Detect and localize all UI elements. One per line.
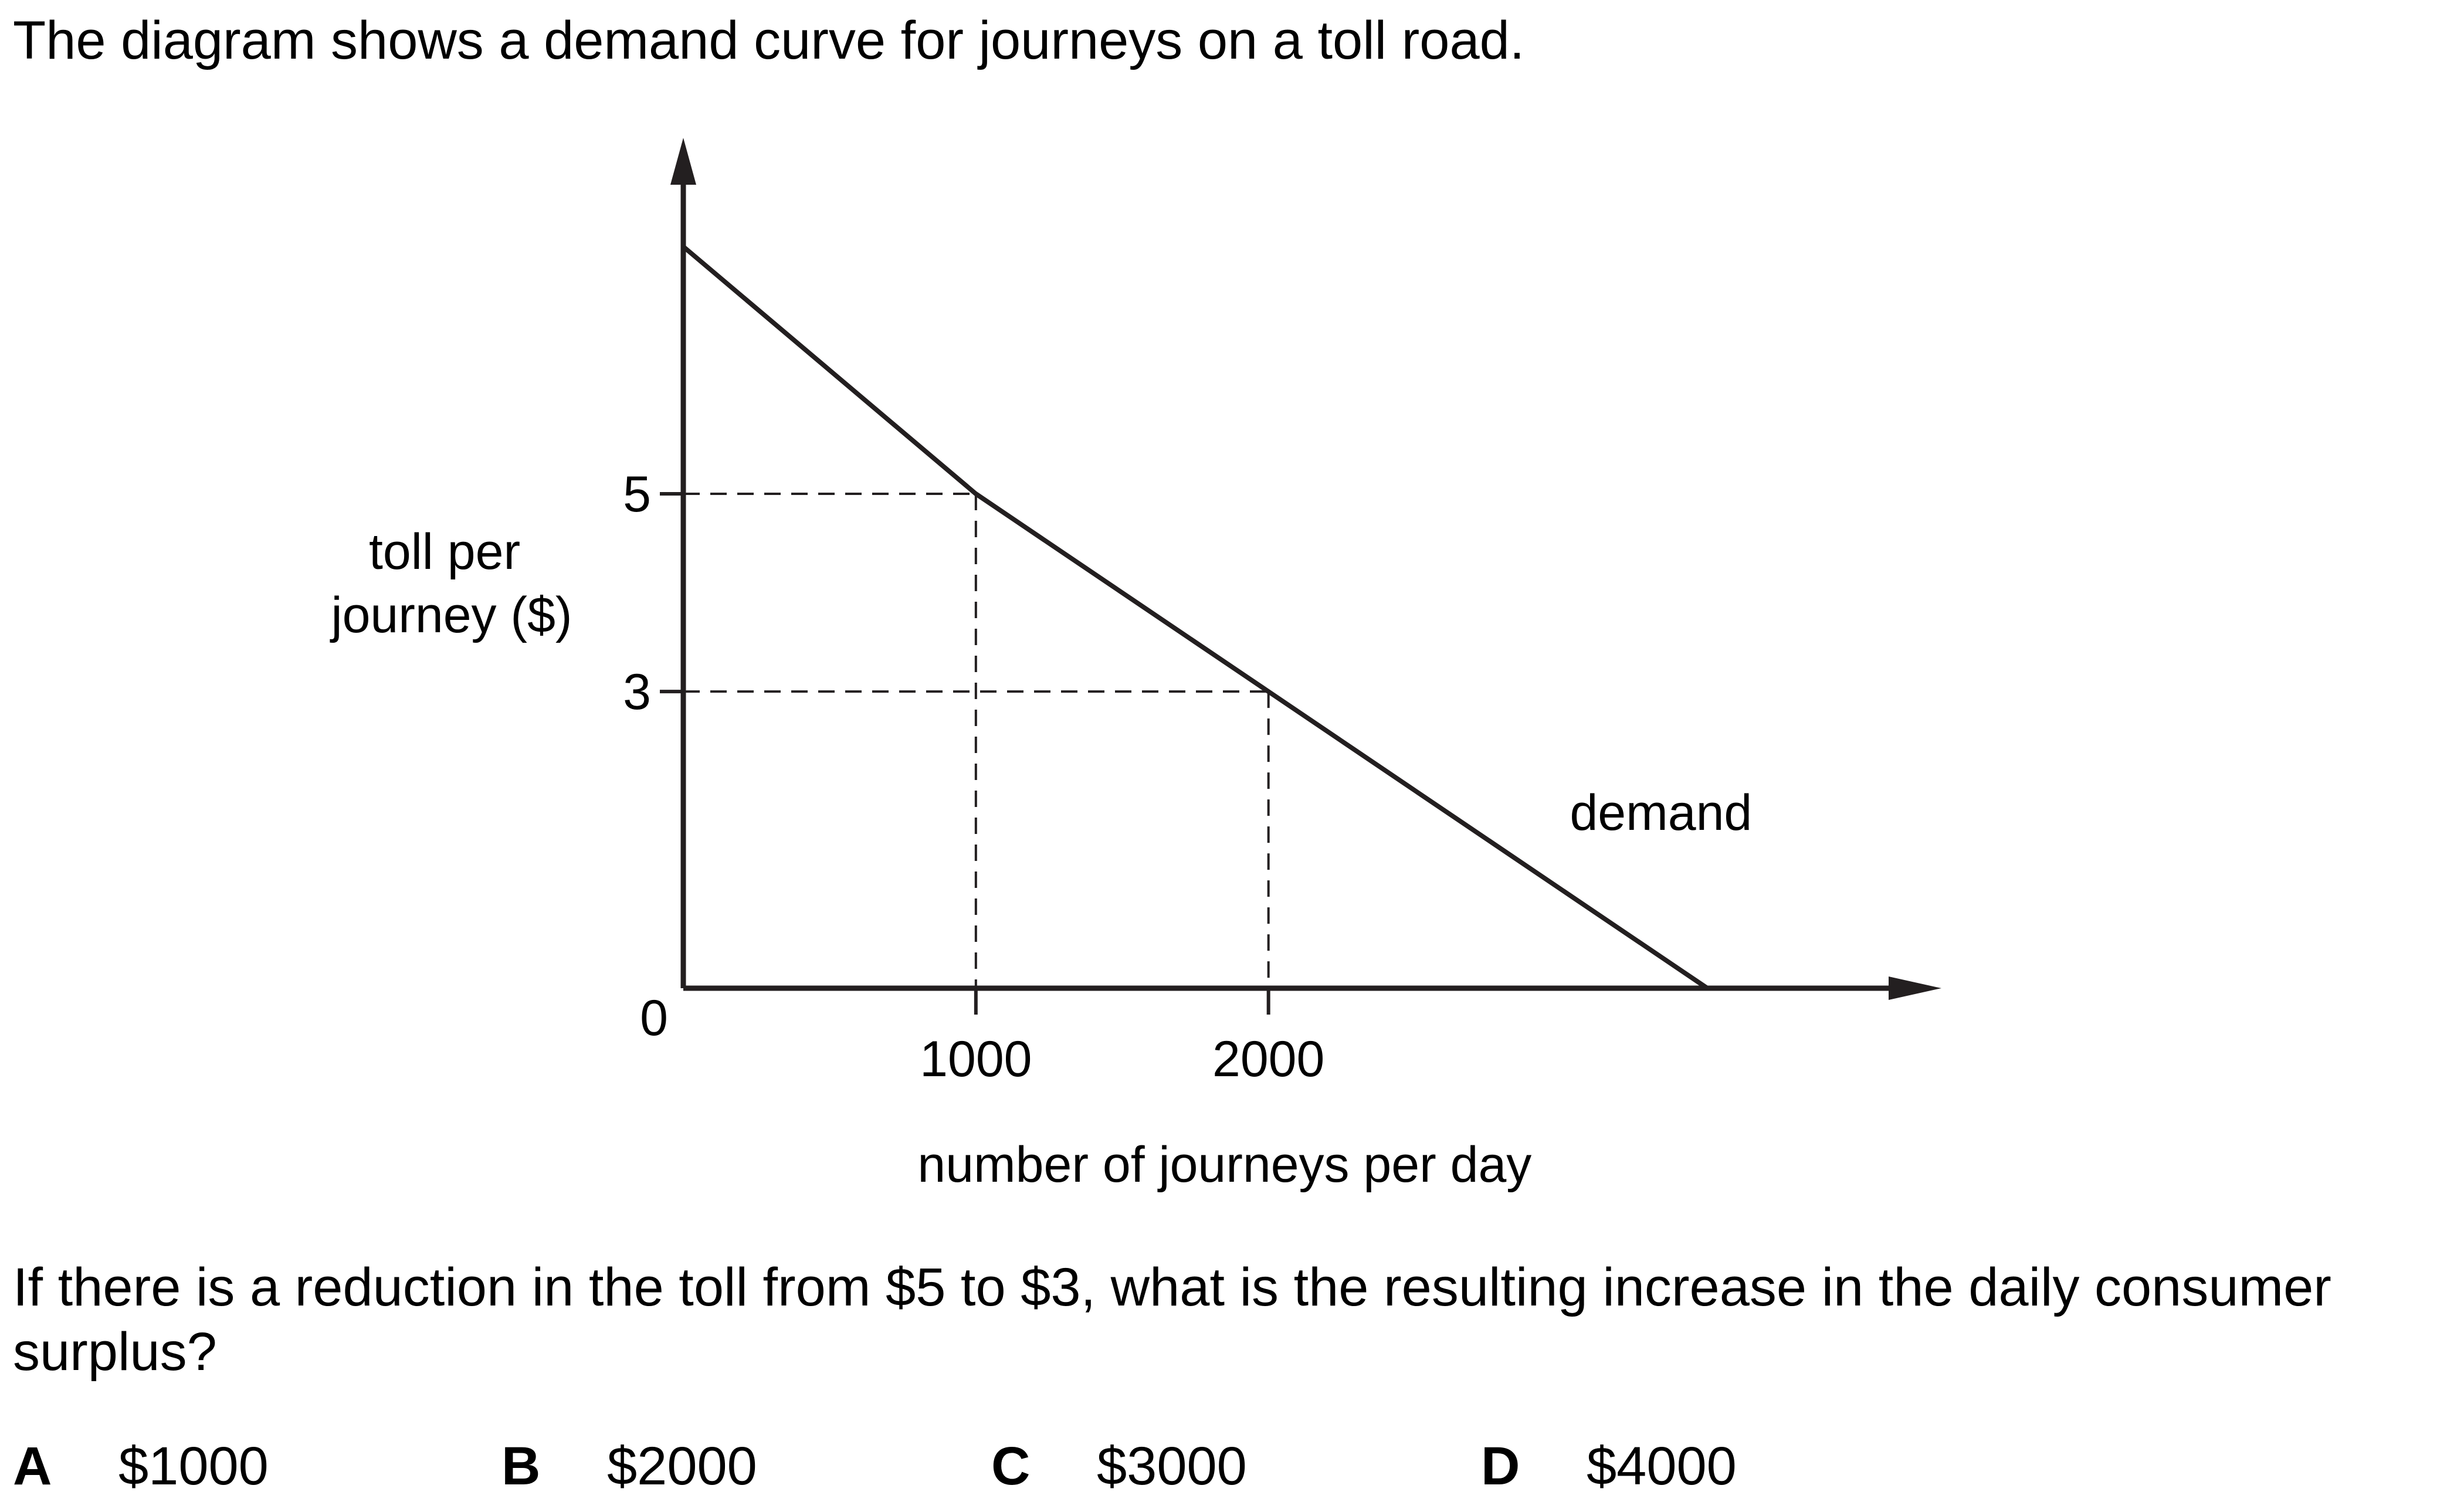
y-axis-arrowhead — [670, 138, 696, 185]
intro-text: The diagram shows a demand curve for jou… — [13, 11, 1525, 70]
option-a-letter: A — [13, 1436, 52, 1496]
option-d[interactable]: D $4000 — [1481, 1431, 1737, 1501]
x-axis-arrowhead — [1889, 976, 1941, 1000]
origin-label: 0 — [640, 990, 668, 1046]
option-a-text: $1000 — [118, 1436, 269, 1496]
x-tick-label-1: 2000 — [1212, 1031, 1324, 1087]
y-axis-label-line-2: journey ($) — [329, 587, 572, 643]
x-axis-label: number of journeys per day — [917, 1137, 1531, 1193]
y-tick-label-0: 3 — [623, 664, 651, 720]
option-c[interactable]: C $3000 — [991, 1431, 1247, 1501]
answer-options: A $1000 B $2000 C $3000 D $4000 — [0, 1431, 2464, 1507]
demand-curve — [682, 245, 1709, 991]
demand-chart: 3 5 1000 2000 demand 0 toll per journey ($)… — [329, 138, 1941, 1193]
option-a[interactable]: A $1000 — [13, 1431, 269, 1501]
option-c-letter: C — [991, 1436, 1031, 1496]
x-tick-label-0: 1000 — [920, 1031, 1032, 1087]
option-b-letter: B — [501, 1436, 541, 1496]
axis-ticks: 3 5 1000 2000 — [623, 466, 1324, 1087]
option-b[interactable]: B $2000 — [501, 1431, 757, 1501]
demand-label: demand — [1570, 785, 1752, 841]
option-d-letter: D — [1481, 1436, 1520, 1496]
reference-lines — [683, 492, 1270, 988]
option-c-text: $3000 — [1097, 1436, 1247, 1496]
option-d-text: $4000 — [1587, 1436, 1737, 1496]
y-axis-label: toll per journey ($) — [329, 524, 572, 643]
option-b-text: $2000 — [607, 1436, 757, 1496]
question-text: If there is a reduction in the toll from… — [13, 1257, 2331, 1382]
y-tick-label-1: 5 — [623, 466, 651, 523]
y-axis-label-line-1: toll per — [369, 524, 520, 580]
